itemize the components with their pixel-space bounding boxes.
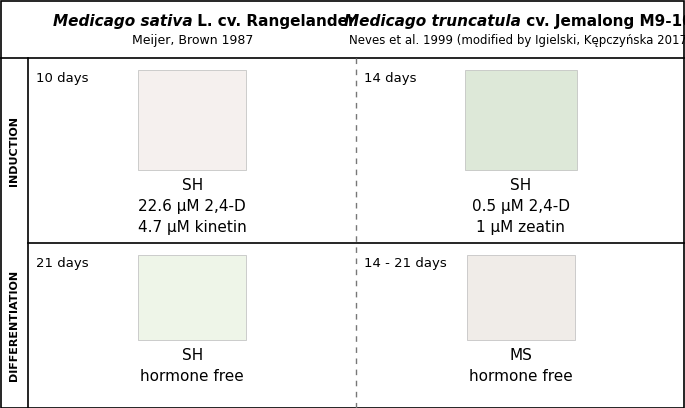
- Text: 21 days: 21 days: [36, 257, 88, 270]
- Text: Medicago truncatula: Medicago truncatula: [344, 14, 521, 29]
- Text: MS
hormone free: MS hormone free: [469, 348, 573, 384]
- Text: Neves et al. 1999 (modified by Igielski, Kępczyńska 2017): Neves et al. 1999 (modified by Igielski,…: [349, 34, 685, 47]
- Bar: [464, 70, 577, 170]
- Bar: [138, 255, 246, 340]
- Text: INDUCTION: INDUCTION: [9, 115, 19, 186]
- Bar: [466, 255, 575, 340]
- Text: Medicago sativa: Medicago sativa: [53, 14, 192, 29]
- Text: 14 days: 14 days: [364, 72, 417, 85]
- Text: 14 - 21 days: 14 - 21 days: [364, 257, 447, 270]
- Text: Meijer, Brown 1987: Meijer, Brown 1987: [132, 34, 253, 47]
- Text: SH
hormone free: SH hormone free: [140, 348, 244, 384]
- Text: L. cv. Rangelander: L. cv. Rangelander: [192, 14, 356, 29]
- Text: cv. Jemalong M9-10a: cv. Jemalong M9-10a: [521, 14, 685, 29]
- Bar: [138, 70, 246, 170]
- Text: SH
0.5 μM 2,4-D
1 μM zeatin: SH 0.5 μM 2,4-D 1 μM zeatin: [472, 178, 570, 235]
- Text: SH
22.6 μM 2,4-D
4.7 μM kinetin: SH 22.6 μM 2,4-D 4.7 μM kinetin: [138, 178, 247, 235]
- Text: DIFFERENTIATION: DIFFERENTIATION: [9, 270, 19, 381]
- Text: 10 days: 10 days: [36, 72, 88, 85]
